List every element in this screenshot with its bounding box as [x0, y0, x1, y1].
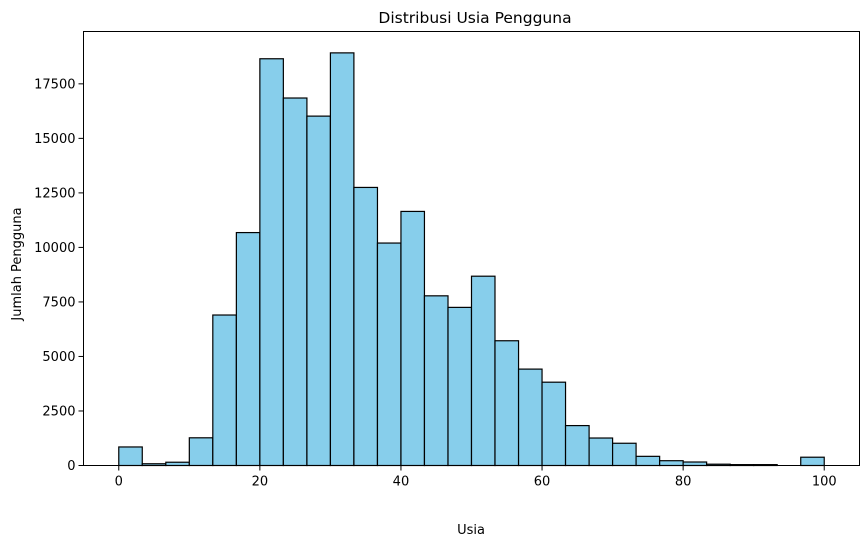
histogram-bar [329, 52, 355, 467]
x-tick-label: 0 [115, 475, 123, 490]
histogram-bar [235, 231, 261, 467]
histogram-bar [400, 210, 426, 467]
histogram-bar [353, 186, 379, 467]
histogram-bar [517, 368, 543, 467]
histogram-bar [188, 437, 214, 467]
y-tick-label: 15000 [34, 132, 75, 147]
histogram-bar [611, 442, 637, 467]
x-axis: 0 20 40 60 80 100 [115, 465, 837, 490]
chart-title: Distribusi Usia Pengguna [378, 9, 571, 27]
y-tick-label: 17500 [34, 77, 75, 92]
y-tick-label: 0 [67, 459, 75, 474]
histogram-bar [541, 381, 567, 467]
y-axis: 0 2500 5000 7500 10000 12500 15000 17500 [34, 77, 84, 474]
histogram-bar [282, 97, 308, 467]
x-axis-label: Usia [457, 523, 485, 538]
histogram-bar [259, 58, 284, 467]
histogram-bar [494, 340, 520, 467]
bars-group [118, 52, 825, 467]
x-tick-label: 80 [675, 475, 692, 490]
histogram-bar [470, 275, 496, 467]
x-tick-label: 20 [252, 475, 269, 490]
histogram-bar [212, 314, 237, 467]
y-axis-label: Jumlah Pengguna [10, 207, 25, 321]
histogram-bar [588, 437, 614, 467]
x-tick-label: 100 [812, 475, 837, 490]
histogram-bar [564, 424, 590, 467]
y-tick-label: 2500 [42, 404, 75, 419]
histogram-bar [635, 455, 661, 467]
histogram-bar [306, 115, 332, 467]
histogram-bar [423, 295, 449, 467]
histogram-bar [659, 460, 684, 467]
histogram-bar [447, 306, 473, 467]
y-tick-label: 7500 [42, 295, 75, 310]
y-tick-label: 10000 [34, 241, 75, 256]
y-tick-label: 12500 [34, 186, 75, 201]
histogram-bar [118, 446, 143, 467]
histogram-bar [800, 456, 825, 467]
x-tick-label: 40 [393, 475, 410, 490]
histogram-bar [376, 242, 402, 467]
plot-frame [83, 31, 860, 466]
y-tick-label: 5000 [42, 350, 75, 365]
histogram-bar [682, 461, 708, 467]
x-tick-label: 60 [534, 475, 551, 490]
